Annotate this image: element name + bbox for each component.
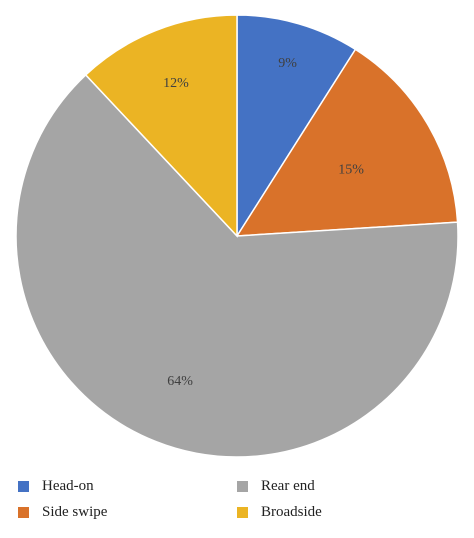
data-label-head-on: 9% <box>278 56 297 71</box>
pie-slice-rear-end <box>15 73 459 458</box>
pie-slice-broadside <box>84 14 238 238</box>
data-label-side-swipe: 15% <box>338 163 364 178</box>
pie-slice-head-on <box>236 14 357 239</box>
data-label-rear-end: 64% <box>167 374 193 389</box>
pie-slice-side-swipe <box>235 48 459 237</box>
data-label-broadside: 12% <box>163 76 189 91</box>
pie-labels: 9% 15% 64% 12% <box>163 56 364 389</box>
pie-slices <box>15 14 459 458</box>
